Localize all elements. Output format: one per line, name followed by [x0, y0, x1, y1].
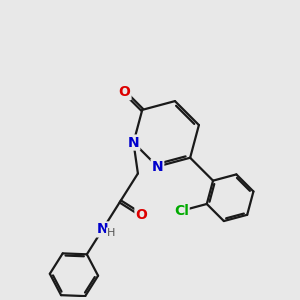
Text: N: N: [97, 222, 108, 236]
Text: N: N: [152, 160, 163, 173]
Text: O: O: [136, 208, 147, 222]
Text: N: N: [128, 136, 139, 150]
Text: O: O: [118, 85, 130, 99]
Text: H: H: [106, 228, 115, 238]
Text: Cl: Cl: [174, 204, 189, 218]
